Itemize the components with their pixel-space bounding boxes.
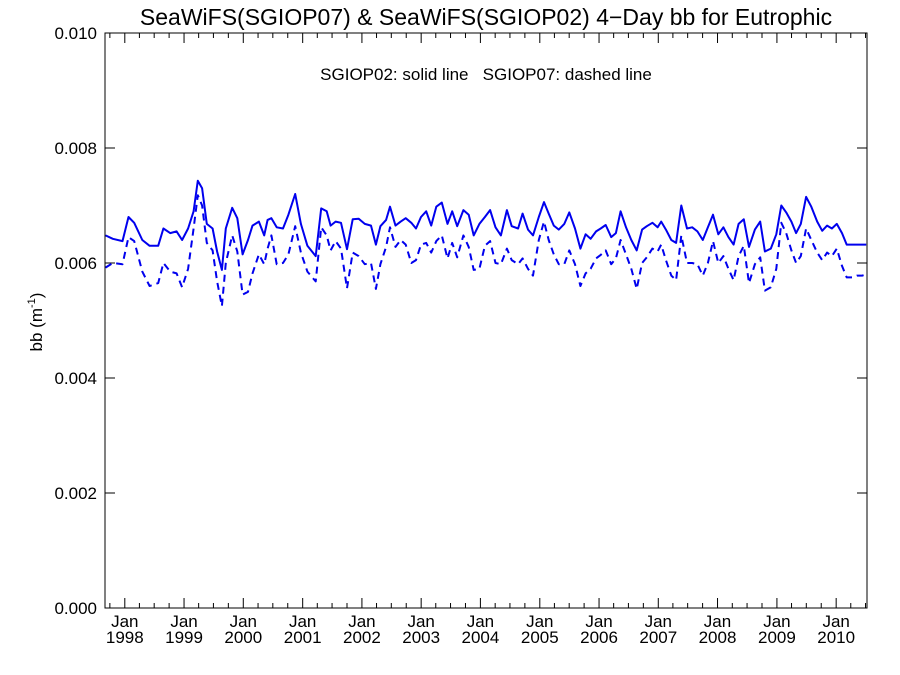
y-axis-label-superscript: -1 bbox=[26, 298, 38, 308]
y-tick-label: 0.002 bbox=[54, 484, 97, 503]
series-line-sgiop02 bbox=[105, 179, 867, 271]
x-tick-month-label: Jan bbox=[407, 612, 434, 631]
x-tick-year-label: 1999 bbox=[165, 628, 203, 647]
x-tick-month-label: Jan bbox=[645, 612, 672, 631]
plot-area: 0.0000.0020.0040.0060.0080.010Jan1998Jan… bbox=[54, 24, 867, 647]
x-tick-month-label: Jan bbox=[585, 612, 612, 631]
x-tick-month-label: Jan bbox=[111, 612, 138, 631]
y-tick-label: 0.000 bbox=[54, 599, 97, 618]
x-tick-year-label: 2008 bbox=[699, 628, 737, 647]
chart-title: SeaWiFS(SGIOP07) & SeaWiFS(SGIOP02) 4−Da… bbox=[140, 4, 832, 30]
x-tick-year-label: 2005 bbox=[521, 628, 559, 647]
legend-annotation: SGIOP02: solid line SGIOP07: dashed line bbox=[320, 65, 652, 84]
x-tick-month-label: Jan bbox=[763, 612, 790, 631]
x-tick-month-label: Jan bbox=[170, 612, 197, 631]
x-tick-month-label: Jan bbox=[230, 612, 257, 631]
x-tick-month-label: Jan bbox=[348, 612, 375, 631]
y-tick-label: 0.010 bbox=[54, 24, 97, 43]
x-tick-year-label: 2006 bbox=[580, 628, 618, 647]
plot-frame bbox=[104, 32, 868, 609]
x-tick-year-label: 2007 bbox=[639, 628, 677, 647]
y-axis-label-close: ) bbox=[27, 293, 46, 299]
x-tick-year-label: 1998 bbox=[106, 628, 144, 647]
x-tick-month-label: Jan bbox=[467, 612, 494, 631]
x-tick-year-label: 2010 bbox=[817, 628, 855, 647]
x-tick-year-label: 2001 bbox=[284, 628, 322, 647]
y-tick-label: 0.004 bbox=[54, 369, 97, 388]
x-tick-month-label: Jan bbox=[289, 612, 316, 631]
series-line-sgiop07 bbox=[104, 194, 867, 308]
x-tick-year-label: 2002 bbox=[343, 628, 381, 647]
x-tick-year-label: 2004 bbox=[461, 628, 499, 647]
x-tick-month-label: Jan bbox=[704, 612, 731, 631]
y-axis-label-base: bb (m bbox=[27, 308, 46, 351]
x-tick-month-label: Jan bbox=[526, 612, 553, 631]
x-tick-year-label: 2003 bbox=[402, 628, 440, 647]
y-axis-label: bb (m-1) bbox=[26, 293, 46, 352]
x-tick-year-label: 2000 bbox=[224, 628, 262, 647]
y-tick-label: 0.008 bbox=[54, 139, 97, 158]
x-tick-year-label: 2009 bbox=[758, 628, 796, 647]
x-tick-month-label: Jan bbox=[822, 612, 849, 631]
y-tick-label: 0.006 bbox=[54, 254, 97, 273]
